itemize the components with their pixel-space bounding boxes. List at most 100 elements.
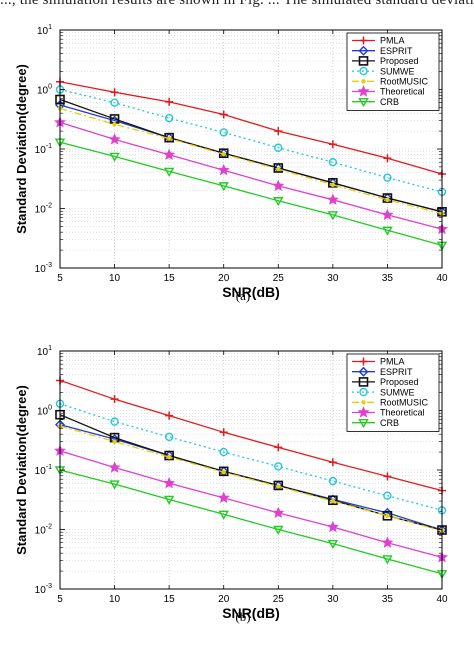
data-point [110, 88, 119, 97]
x-tick-label: 30 [327, 273, 339, 284]
cropped-text-line: ..., the simulation results are shown in… [0, 0, 474, 14]
legend-marker [357, 406, 370, 418]
data-point [385, 513, 390, 518]
data-point [221, 469, 226, 475]
data-point [328, 157, 338, 167]
legend-entry: SUMWE [352, 66, 415, 76]
legend-marker [358, 366, 369, 377]
data-point [108, 461, 121, 473]
legend-entry: ESPRIT [352, 366, 413, 377]
data-point [330, 182, 336, 188]
legend-marker [358, 45, 369, 56]
data-point [273, 197, 284, 207]
series-line [59, 425, 443, 532]
x-tick-label: 10 [109, 273, 121, 284]
data-point [274, 443, 283, 452]
series-line [59, 469, 443, 575]
y-tick-label: 10-2 [35, 524, 52, 537]
legend-marker [359, 66, 368, 76]
y-tick-label: 10-2 [35, 203, 52, 216]
x-tick-label: 15 [164, 594, 176, 605]
data-point [327, 494, 338, 505]
data-point [163, 495, 175, 505]
legend-label: Theoretical [380, 408, 425, 418]
legend-entry: RootMUSIC [352, 77, 429, 87]
data-point [382, 193, 393, 203]
x-tick-label: 20 [218, 594, 230, 605]
legend-label: Proposed [380, 377, 419, 387]
series-line [59, 121, 443, 230]
data-point [164, 432, 174, 442]
data-point [273, 525, 284, 535]
legend-marker [361, 79, 366, 84]
data-point [383, 472, 392, 481]
data-point [330, 498, 336, 504]
x-tick-label: 5 [57, 594, 63, 605]
data-point [273, 163, 284, 173]
legend-marker [358, 98, 369, 108]
y-tick-label: 100 [37, 84, 52, 97]
y-tick-label: 10-3 [35, 583, 52, 596]
chart-1: 5 10 15 20 25 30 35 40 10-3 10-2 10-1 100 101 SNR(dB)… [14, 24, 448, 303]
legend-label: SUMWE [380, 387, 415, 397]
data-point [110, 395, 119, 404]
data-point [326, 520, 339, 533]
y-tick-label: 10-3 [35, 262, 52, 275]
series-line [59, 141, 443, 247]
x-tick-label: 5 [57, 273, 63, 284]
data-point [274, 127, 283, 136]
data-point [276, 166, 281, 172]
legend-label: RootMUSIC [380, 77, 429, 87]
x-tick-label: 30 [327, 594, 339, 605]
legend-label: RootMUSIC [380, 398, 429, 408]
legend-entry: SUMWE [352, 387, 415, 397]
series-line [59, 88, 443, 193]
data-point [272, 179, 285, 191]
legend: PMLAESPRITProposedSUMWERootMUSICTheoreti… [346, 353, 440, 432]
data-point [327, 539, 339, 549]
y-axis-label: Standard Deviation(degree) [14, 385, 29, 555]
legend-marker [359, 36, 368, 45]
legend-entry: Proposed [352, 56, 419, 66]
legend-label: Theoretical [380, 87, 425, 97]
data-point [274, 143, 283, 152]
y-tick-label: 101 [37, 345, 52, 358]
x-axis-label: SNR(dB) [222, 605, 280, 621]
data-point [328, 476, 338, 486]
data-point [218, 182, 229, 192]
series-line [59, 81, 443, 175]
x-tick-label: 10 [109, 594, 121, 605]
data-point [276, 484, 281, 489]
x-tick-label: 25 [273, 594, 285, 605]
legend-marker [358, 56, 369, 66]
legend-entry: CRB [352, 418, 399, 429]
data-point [112, 122, 117, 127]
data-point [165, 411, 174, 420]
data-point [109, 152, 120, 162]
legend-label: Proposed [380, 56, 419, 66]
data-point [221, 151, 226, 157]
legend-marker [359, 357, 368, 366]
data-point [163, 476, 176, 489]
data-point [217, 491, 230, 503]
legend-entry: PMLA [352, 357, 405, 367]
x-tick-label: 15 [164, 273, 176, 284]
data-point [218, 510, 229, 520]
data-point [164, 113, 174, 123]
x-tick-label: 20 [218, 273, 230, 284]
series-line [59, 98, 443, 213]
legend-label: PMLA [380, 357, 405, 367]
data-point [383, 154, 392, 163]
x-axis-label: SNR(dB) [222, 284, 280, 300]
legend-label: SUMWE [380, 66, 415, 76]
x-tick-label: 35 [382, 594, 394, 605]
y-tick-label: 10-1 [35, 143, 52, 156]
data-point [381, 208, 394, 221]
y-tick-label: 101 [37, 24, 52, 37]
data-point [166, 454, 172, 460]
series-theoretical [54, 116, 448, 235]
x-tick-label: 25 [273, 273, 285, 284]
data-point [219, 128, 228, 137]
data-point [328, 458, 337, 467]
data-point [108, 133, 121, 145]
